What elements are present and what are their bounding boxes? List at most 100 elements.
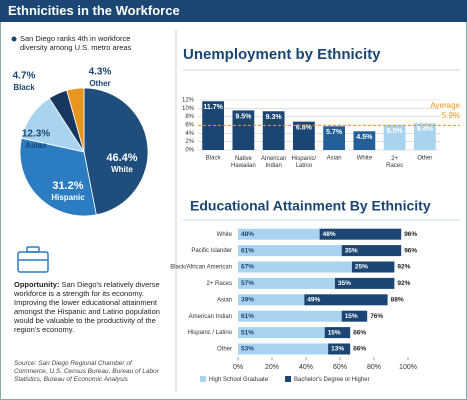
x-tick-label: 2+ Races bbox=[386, 156, 403, 169]
opportunity-label: Opportunity: bbox=[14, 280, 60, 289]
bar bbox=[383, 125, 406, 150]
x-tick-label: Hispanic/Latino bbox=[292, 156, 317, 169]
pie-value-label: 12.3% bbox=[22, 129, 50, 140]
x-tick-label: Other bbox=[417, 156, 432, 162]
pie-category-label: Hispanic bbox=[51, 193, 85, 202]
x-tick-label: 100% bbox=[399, 364, 417, 371]
value-label: 51% bbox=[241, 329, 254, 336]
y-tick-label: Black/African American bbox=[170, 265, 232, 271]
x-tick-label: White bbox=[357, 156, 373, 162]
bullet bbox=[11, 36, 17, 42]
x-tick-label: Native Hawaiian bbox=[231, 156, 256, 169]
source-note: Source: San Diego Regional Chamber of Co… bbox=[14, 360, 159, 383]
bar-segment bbox=[328, 343, 351, 355]
total-label: 88% bbox=[391, 297, 404, 304]
legend-swatch bbox=[200, 376, 206, 382]
value-label: 5.7% bbox=[326, 129, 343, 136]
value-label: 15% bbox=[328, 329, 341, 336]
pie-category-label: Black bbox=[13, 83, 35, 92]
value-label: 49% bbox=[307, 297, 320, 304]
pie-category-label: Other bbox=[89, 79, 110, 88]
value-label: 57% bbox=[241, 280, 254, 287]
y-tick-label: White bbox=[217, 232, 233, 238]
value-label: 25% bbox=[355, 264, 368, 271]
value-label: 53% bbox=[241, 346, 254, 353]
value-label: 39% bbox=[241, 297, 254, 304]
bar bbox=[292, 121, 315, 150]
value-label: 9.5% bbox=[235, 113, 252, 120]
bar bbox=[323, 126, 346, 150]
bar-segment bbox=[238, 228, 320, 240]
pie-category-label: Asian bbox=[25, 141, 47, 150]
x-tick-label: 60% bbox=[333, 364, 347, 371]
x-tick-label: Black bbox=[206, 156, 222, 162]
total-label: 96% bbox=[404, 231, 417, 238]
value-label: 48% bbox=[241, 231, 254, 238]
bar-segment bbox=[238, 245, 342, 257]
bar-segment bbox=[341, 245, 402, 257]
y-tick-label: Asian bbox=[217, 297, 232, 303]
total-label: 96% bbox=[404, 247, 417, 254]
y-tick-label: 2+ Races bbox=[206, 281, 232, 287]
legend-swatch bbox=[285, 376, 292, 382]
total-label: 92% bbox=[397, 280, 410, 287]
bar-segment bbox=[304, 294, 388, 306]
value-label: 6.4% bbox=[417, 126, 434, 133]
value-label: 61% bbox=[241, 247, 254, 254]
value-label: 67% bbox=[241, 264, 254, 271]
pie-slice bbox=[83, 87, 149, 216]
pie-value-label: 4.7% bbox=[13, 71, 36, 82]
bar-segment bbox=[238, 277, 335, 289]
bar-segment bbox=[341, 310, 368, 322]
bar-segment bbox=[319, 228, 402, 240]
total-label: 92% bbox=[397, 264, 410, 271]
value-label: 4.5% bbox=[356, 134, 373, 141]
bar bbox=[262, 111, 285, 150]
value-label: 35% bbox=[338, 280, 351, 287]
x-tick-label: 20% bbox=[265, 364, 279, 371]
bar-segment bbox=[238, 310, 342, 322]
x-tick-label: Asian bbox=[327, 156, 342, 162]
value-label: 61% bbox=[241, 313, 254, 320]
pie-slice bbox=[66, 87, 85, 153]
briefcase-icon bbox=[17, 246, 49, 273]
bar-segment bbox=[334, 277, 395, 289]
x-tick-label: 80% bbox=[367, 364, 381, 371]
y-tick-label: 2% bbox=[185, 139, 194, 145]
value-label: 35% bbox=[345, 247, 358, 254]
chart-title: Educational Attainment By Ethnicity bbox=[190, 198, 431, 214]
bar-segment bbox=[238, 327, 325, 339]
bar-segment bbox=[238, 294, 305, 306]
opportunity-text: San Diego's relatively diverse workforce… bbox=[14, 280, 160, 334]
value-label: 9.3% bbox=[266, 114, 283, 121]
y-tick-label: 0% bbox=[185, 148, 194, 154]
value-label: 6.0% bbox=[387, 128, 404, 135]
bar-segment bbox=[351, 261, 395, 273]
y-tick-label: Hispanic / Latino bbox=[188, 330, 233, 336]
y-tick-label: Other bbox=[217, 347, 232, 353]
pie-value-label: 31.2% bbox=[52, 180, 83, 192]
chart-title: Unemployment by Ethnicity bbox=[183, 46, 381, 63]
y-tick-label: 4% bbox=[185, 131, 194, 137]
y-tick-label: Pacific Islander bbox=[191, 248, 232, 254]
value-label: 48% bbox=[323, 231, 336, 238]
legend-label: High School Graduate bbox=[209, 377, 269, 383]
bar-segment bbox=[324, 327, 351, 339]
y-tick-label: American Indian bbox=[189, 314, 232, 320]
value-label: 15% bbox=[345, 313, 358, 320]
bar-segment bbox=[238, 261, 352, 273]
x-tick-label: American Indian bbox=[261, 156, 286, 169]
total-label: 76% bbox=[370, 313, 383, 320]
header-bar bbox=[0, 0, 467, 22]
y-tick-label: 12% bbox=[182, 98, 195, 104]
total-label: 66% bbox=[353, 329, 366, 336]
x-tick-label: 0% bbox=[233, 364, 243, 371]
pie-slice bbox=[19, 137, 97, 217]
y-tick-label: 10% bbox=[182, 106, 195, 112]
opportunity-note: Opportunity: San Diego's relatively dive… bbox=[14, 280, 164, 334]
pie-value-label: 46.4% bbox=[106, 152, 137, 164]
bar bbox=[413, 123, 436, 150]
legend-label: Bachelor's Degree or Higher bbox=[294, 377, 370, 383]
y-tick-label: 8% bbox=[185, 114, 194, 120]
